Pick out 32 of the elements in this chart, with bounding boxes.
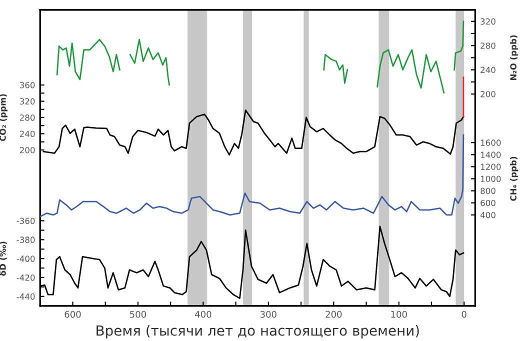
line-series <box>40 134 464 218</box>
y2-tick-label: 400 <box>480 212 496 218</box>
y2-tick-label: 1400 <box>480 152 501 158</box>
y-tick-label: 320 <box>20 98 35 105</box>
x-tick-label: 400 <box>195 310 212 318</box>
y-tick-label: -360 <box>16 218 35 224</box>
y-tick-label: 200 <box>20 146 35 154</box>
y-tick-label: -440 <box>16 293 35 300</box>
x-tick-label: 500 <box>130 310 146 318</box>
y-tick-label: -380 <box>16 236 35 243</box>
y2-tick-label: 200 <box>480 91 496 98</box>
y2-tick-label: 1000 <box>480 176 501 182</box>
y2-tick-label: 240 <box>480 66 496 74</box>
y2-tick-label: 600 <box>480 200 496 206</box>
y2-axis-title: CH₄ (ppb) <box>510 156 518 201</box>
y2-tick-label: 1600 <box>480 140 501 146</box>
y2-tick-label: 800 <box>480 188 496 194</box>
y2-tick-label: 280 <box>480 42 496 49</box>
y-tick-label: -420 <box>16 274 35 281</box>
x-tick-label: 200 <box>326 310 342 318</box>
x-tick-label: 300 <box>260 310 276 318</box>
x-tick-label: 100 <box>391 310 407 318</box>
y2-tick-label: 320 <box>480 18 496 25</box>
y-tick-label: -400 <box>16 256 35 262</box>
y-tick-label: 280 <box>20 114 35 121</box>
x-tick-label: 600 <box>64 310 81 318</box>
y2-tick-label: 1200 <box>480 164 501 170</box>
y-tick-label: 360 <box>20 82 35 88</box>
y-tick-label: 240 <box>20 130 35 138</box>
x-tick-label: 0 <box>462 310 466 318</box>
x-axis-title: Время (тысячи лет до настоящего времени) <box>96 325 419 338</box>
y2-axis-title: N₂O (ppb) <box>510 35 518 80</box>
